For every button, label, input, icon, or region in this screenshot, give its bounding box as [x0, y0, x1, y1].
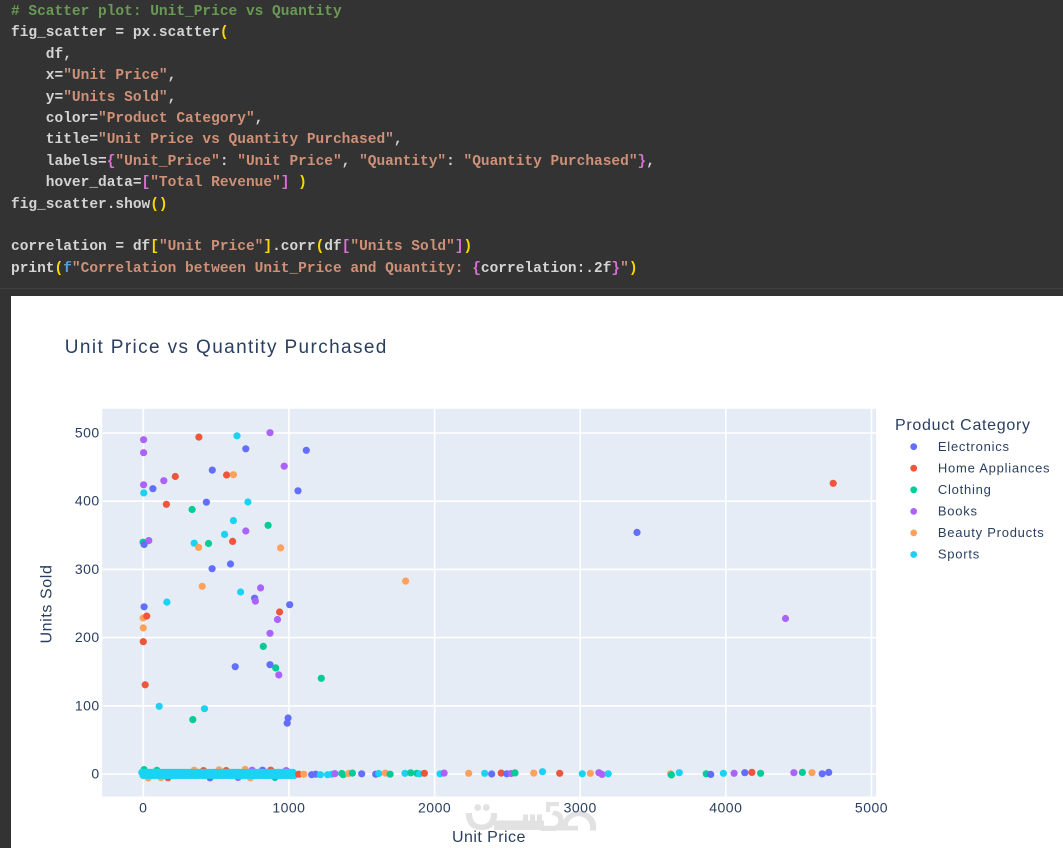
- svg-text:3000: 3000: [564, 800, 597, 816]
- svg-text:400: 400: [75, 493, 100, 509]
- svg-text:500: 500: [75, 425, 100, 441]
- svg-text:Beauty Products: Beauty Products: [938, 525, 1045, 540]
- svg-text:Electronics: Electronics: [938, 439, 1010, 454]
- svg-text:0: 0: [91, 766, 99, 782]
- svg-text:Product Category: Product Category: [895, 417, 1031, 434]
- svg-text:100: 100: [75, 697, 100, 713]
- svg-text:Units Sold: Units Sold: [39, 565, 56, 644]
- svg-text:Books: Books: [938, 504, 978, 519]
- svg-text:Unit Price: Unit Price: [452, 829, 526, 846]
- svg-text:300: 300: [75, 561, 100, 577]
- svg-text:2000: 2000: [418, 800, 451, 816]
- svg-text:1000: 1000: [272, 800, 305, 816]
- svg-text:Home Appliances: Home Appliances: [938, 460, 1050, 475]
- svg-text:0: 0: [139, 800, 147, 816]
- svg-text:4000: 4000: [709, 800, 742, 816]
- svg-text:Clothing: Clothing: [938, 482, 992, 497]
- svg-text:Unit Price vs Quantity Purchas: Unit Price vs Quantity Purchased: [65, 337, 388, 358]
- svg-text:200: 200: [75, 629, 100, 645]
- svg-text:5000: 5000: [855, 800, 888, 816]
- svg-text:Sports: Sports: [938, 547, 980, 562]
